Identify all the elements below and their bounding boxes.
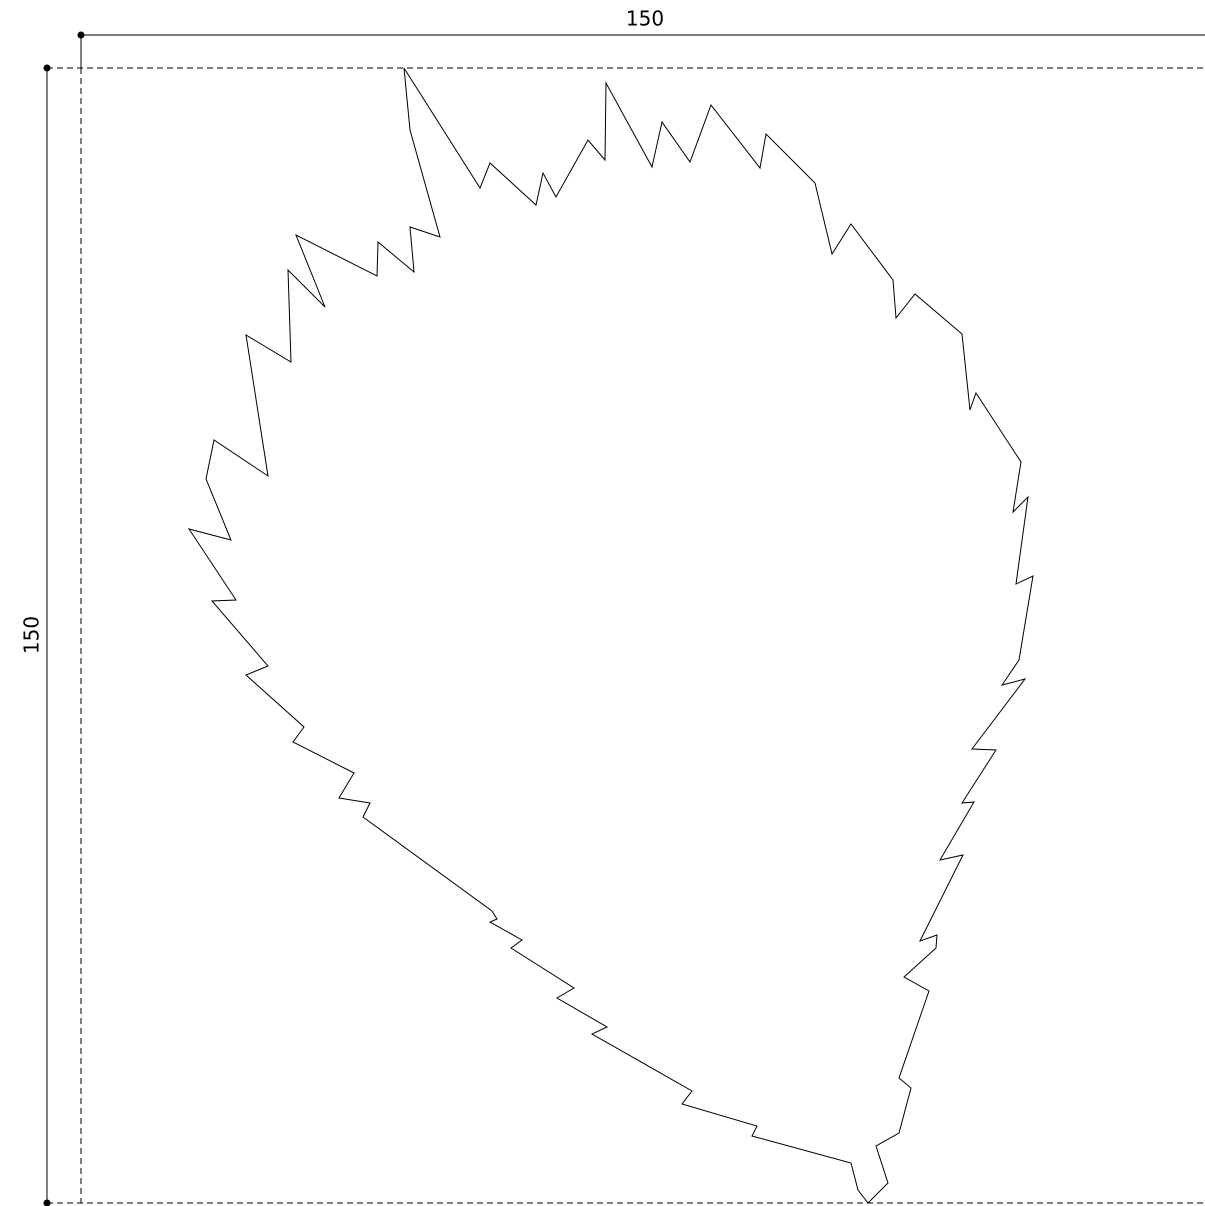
dot bbox=[43, 64, 51, 72]
dimension-dots bbox=[43, 31, 85, 1206]
dot bbox=[77, 31, 85, 39]
dimension-lines bbox=[46, 34, 1205, 1204]
height-label: 150 bbox=[20, 616, 44, 654]
width-label: 150 bbox=[626, 7, 664, 31]
dot bbox=[43, 1199, 51, 1206]
leaf-outline bbox=[187, 67, 1034, 1204]
